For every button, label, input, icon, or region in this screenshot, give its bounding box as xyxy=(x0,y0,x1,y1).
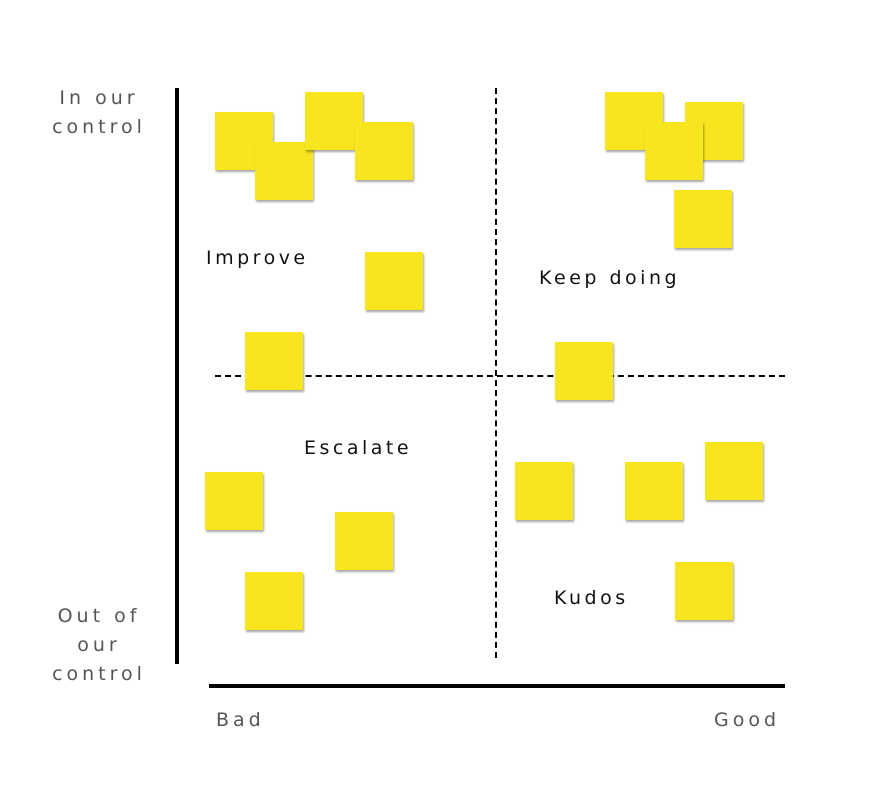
sticky-note[interactable] xyxy=(674,190,732,248)
sticky-note[interactable] xyxy=(625,462,683,520)
sticky-note[interactable] xyxy=(255,142,313,200)
quadrant-label-keep-doing: Keep doing xyxy=(539,267,681,289)
y-axis-line xyxy=(175,88,179,664)
sticky-note[interactable] xyxy=(335,512,393,570)
sticky-note[interactable] xyxy=(245,572,303,630)
sticky-note[interactable] xyxy=(515,462,573,520)
horizontal-divider xyxy=(215,375,785,377)
sticky-note[interactable] xyxy=(245,332,303,390)
quadrant-label-improve: Improve xyxy=(206,247,309,269)
x-axis-right-label: Good xyxy=(714,709,781,731)
quadrant-label-escalate: Escalate xyxy=(304,437,413,459)
sticky-note[interactable] xyxy=(355,122,413,180)
vertical-divider xyxy=(495,88,497,658)
sticky-note[interactable] xyxy=(365,252,423,310)
sticky-note[interactable] xyxy=(645,122,703,180)
y-axis-top-label: In our control xyxy=(52,87,146,138)
sticky-note[interactable] xyxy=(205,472,263,530)
x-axis-line xyxy=(209,684,785,688)
sticky-note[interactable] xyxy=(555,342,613,400)
quadrant-label-kudos: Kudos xyxy=(554,587,629,609)
sticky-note[interactable] xyxy=(705,442,763,500)
sticky-note[interactable] xyxy=(675,562,733,620)
sticky-note[interactable] xyxy=(305,92,363,150)
x-axis-left-label: Bad xyxy=(216,709,265,731)
y-axis-bottom-label: Out of our control xyxy=(52,605,146,685)
